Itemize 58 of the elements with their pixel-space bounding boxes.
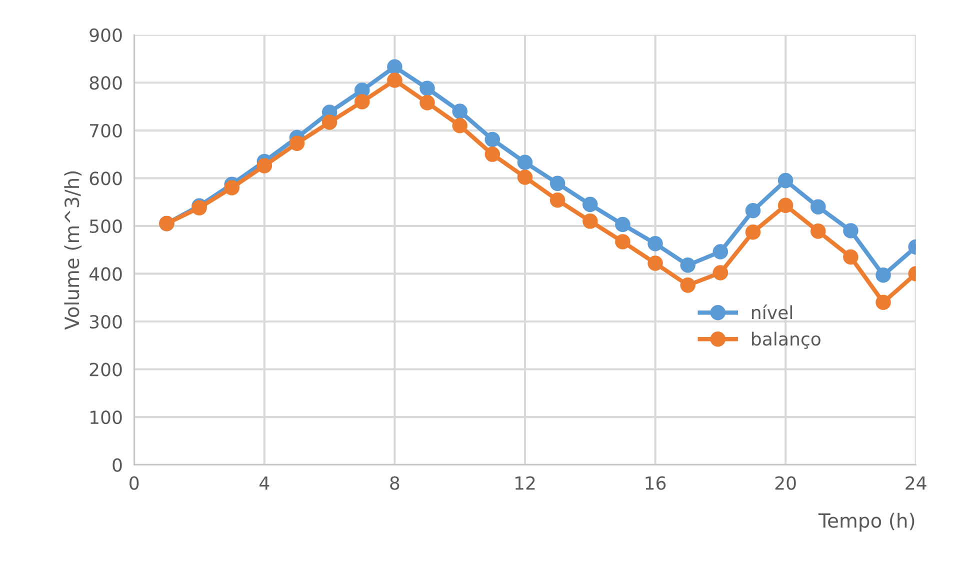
point bbox=[876, 294, 891, 310]
point bbox=[420, 80, 435, 96]
point bbox=[420, 95, 435, 110]
x-tick-label: 24 bbox=[906, 476, 926, 490]
point bbox=[517, 154, 533, 170]
point bbox=[354, 94, 370, 110]
point bbox=[778, 198, 794, 214]
point bbox=[778, 172, 794, 188]
x-tick-label: 0 bbox=[130, 476, 139, 490]
point bbox=[387, 59, 402, 75]
point bbox=[387, 72, 402, 88]
point bbox=[322, 114, 338, 130]
y-tick-label: 400 bbox=[89, 267, 122, 281]
y-tick-label: 600 bbox=[90, 172, 122, 186]
point bbox=[484, 146, 500, 162]
point bbox=[680, 278, 696, 293]
point bbox=[615, 216, 630, 232]
x-tick-label: 4 bbox=[260, 476, 270, 490]
point bbox=[550, 176, 566, 192]
point bbox=[745, 203, 761, 218]
y-axis-title: Volume (m^3/h) bbox=[64, 171, 82, 330]
point bbox=[224, 180, 240, 196]
point bbox=[452, 118, 468, 134]
point bbox=[843, 249, 858, 265]
point bbox=[256, 158, 272, 174]
point bbox=[615, 234, 630, 250]
point bbox=[582, 214, 598, 229]
y-tick-label: 800 bbox=[90, 76, 122, 90]
y-tick-label: 700 bbox=[90, 124, 122, 138]
point bbox=[876, 268, 891, 283]
x-tick-label: 20 bbox=[775, 476, 796, 490]
point bbox=[517, 170, 533, 185]
point bbox=[484, 132, 500, 148]
point bbox=[289, 136, 305, 151]
point bbox=[745, 224, 761, 240]
x-axis-title: Tempo (h) bbox=[818, 512, 914, 532]
y-tick-label: 900 bbox=[90, 28, 122, 42]
legend-label: nível bbox=[752, 304, 792, 320]
y-tick-label: 100 bbox=[90, 410, 122, 424]
x-tick-label: 16 bbox=[646, 476, 666, 490]
x-tick-label: 8 bbox=[390, 476, 400, 490]
y-tick-label: 0 bbox=[112, 458, 122, 472]
x-tick-label: 12 bbox=[515, 476, 535, 490]
y-tick-label: 200 bbox=[90, 362, 122, 376]
point bbox=[680, 257, 696, 273]
point bbox=[648, 236, 663, 252]
point bbox=[712, 244, 728, 260]
point bbox=[648, 256, 663, 271]
point bbox=[452, 104, 468, 119]
y-tick-label: 300 bbox=[90, 314, 122, 329]
point bbox=[843, 223, 858, 238]
point bbox=[582, 196, 598, 212]
point bbox=[712, 265, 728, 280]
point bbox=[810, 199, 826, 214]
point bbox=[810, 224, 826, 239]
y-tick-label: 500 bbox=[90, 219, 122, 234]
point bbox=[550, 192, 566, 208]
legend-label: balanço bbox=[752, 332, 820, 349]
